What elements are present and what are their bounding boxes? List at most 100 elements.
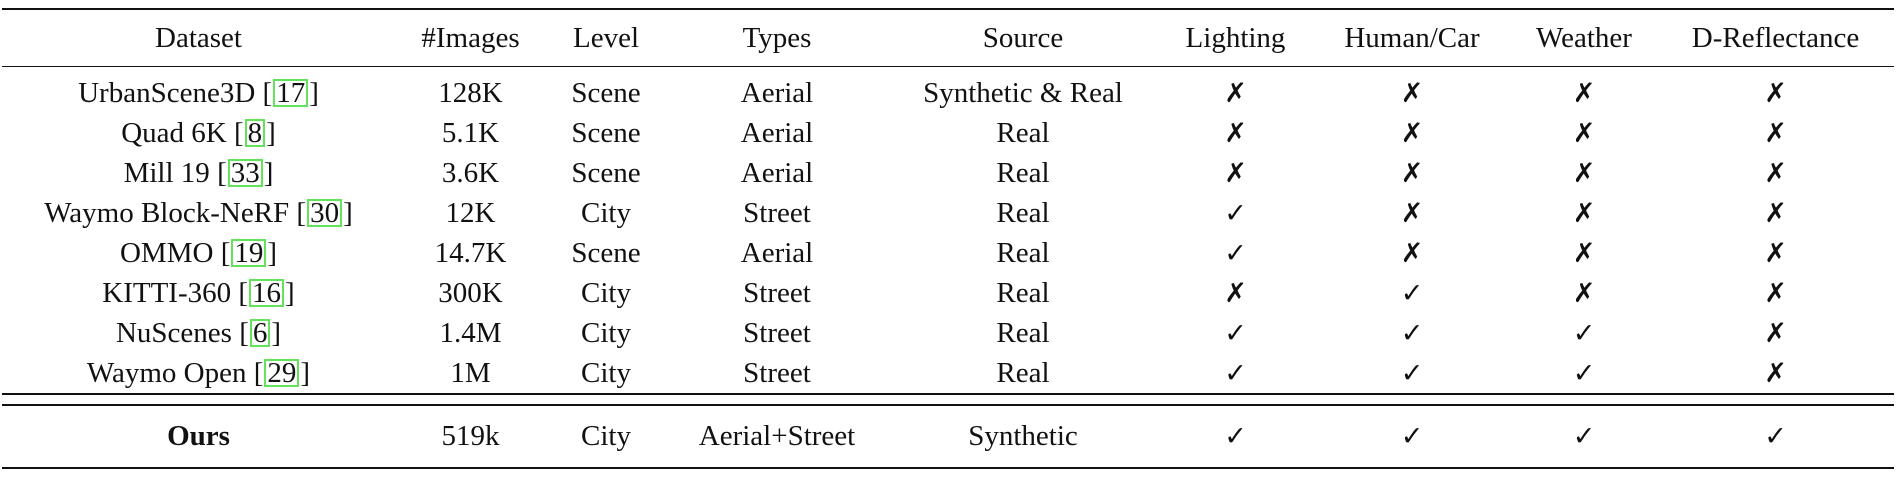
source-cell: Real (996, 236, 1050, 269)
weather-mark: ✓ (1572, 357, 1596, 389)
types-cell: Street (743, 276, 811, 309)
level-cell: City (581, 356, 631, 389)
ours-row: Ours 519k City Aerial+Street Synthetic ✓… (2, 405, 1894, 469)
types-cell: Aerial (740, 116, 814, 149)
header-d-reflectance: D-Reflectance (1657, 8, 1894, 67)
images-cell: 5.1K (441, 116, 500, 149)
images-cell: 14.7K (434, 236, 507, 269)
images-cell: 1.4M (439, 316, 502, 349)
dataset-cell: Waymo Open [29] (86, 356, 311, 389)
source-cell: Synthetic & Real (923, 76, 1123, 109)
ours-reflectance-mark: ✓ (1657, 405, 1894, 469)
source-cell: Real (996, 196, 1050, 229)
lighting-mark: ✗ (1224, 77, 1247, 109)
dataset-cell: KITTI-360 [16] (102, 276, 295, 309)
header-lighting: Lighting (1158, 8, 1313, 67)
types-cell: Street (743, 356, 811, 389)
images-cell: 1M (450, 356, 491, 389)
citation-link[interactable]: 30 (307, 198, 343, 227)
citation-link[interactable]: 8 (244, 118, 266, 147)
header-images: #Images (395, 8, 546, 67)
dataset-name: OMMO (119, 236, 214, 269)
lighting-mark: ✗ (1224, 157, 1247, 189)
header-row: Dataset #Images Level Types Source Light… (2, 8, 1894, 67)
lighting-mark: ✓ (1224, 197, 1247, 229)
reflectance-mark: ✗ (1764, 157, 1787, 189)
source-cell: Real (996, 116, 1050, 149)
table-row: UrbanScene3D [17] 128K Scene Aerial Synt… (2, 67, 1894, 114)
level-cell: City (581, 196, 631, 229)
reflectance-mark: ✗ (1764, 197, 1787, 229)
dataset-cell: Mill 19 [33] (123, 156, 274, 189)
ours-types-cell: Aerial+Street (666, 405, 888, 469)
header-source: Source (888, 8, 1158, 67)
reflectance-mark: ✗ (1764, 237, 1787, 269)
source-cell: Real (996, 356, 1050, 389)
human-car-mark: ✓ (1400, 317, 1424, 349)
types-cell: Street (743, 316, 811, 349)
lighting-mark: ✓ (1224, 237, 1247, 269)
reflectance-mark: ✗ (1764, 357, 1787, 389)
types-cell: Aerial (740, 76, 814, 109)
human-car-mark: ✗ (1400, 77, 1424, 109)
dataset-name: KITTI-360 (102, 276, 232, 309)
table-row: Mill 19 [33] 3.6K Scene Aerial Real ✗ ✗ … (2, 153, 1894, 193)
header-level: Level (546, 8, 666, 67)
citation-link[interactable]: 33 (227, 158, 263, 187)
reflectance-mark: ✗ (1764, 117, 1787, 149)
weather-mark: ✗ (1572, 197, 1596, 229)
ours-lighting-mark: ✓ (1158, 405, 1313, 469)
dataset-name: Mill 19 (123, 156, 210, 189)
dataset-name: Waymo Block-NeRF (44, 196, 290, 229)
level-cell: Scene (571, 156, 641, 189)
level-cell: Scene (571, 76, 641, 109)
dataset-cell: Quad 6K [8] (121, 116, 276, 149)
types-cell: Street (743, 196, 811, 229)
level-cell: City (581, 276, 631, 309)
ours-source-cell: Synthetic (888, 405, 1158, 469)
lighting-mark: ✗ (1224, 117, 1247, 149)
ours-human-car-mark: ✓ (1313, 405, 1511, 469)
table-row: Quad 6K [8] 5.1K Scene Aerial Real ✗ ✗ ✗… (2, 113, 1894, 153)
header-dataset: Dataset (2, 8, 395, 67)
dataset-name: NuScenes (115, 316, 232, 349)
weather-mark: ✗ (1572, 117, 1596, 149)
level-cell: Scene (571, 116, 641, 149)
comparison-table: Dataset #Images Level Types Source Light… (2, 8, 1894, 469)
weather-mark: ✗ (1572, 237, 1596, 269)
dataset-cell: Waymo Block-NeRF [30] (44, 196, 353, 229)
human-car-mark: ✓ (1400, 277, 1424, 309)
human-car-mark: ✗ (1400, 157, 1424, 189)
table-row: KITTI-360 [16] 300K City Street Real ✗ ✓… (2, 273, 1894, 313)
citation-link[interactable]: 16 (249, 278, 285, 307)
dataset-name: Quad 6K (121, 116, 227, 149)
dataset-name: UrbanScene3D (78, 76, 256, 109)
citation-link[interactable]: 6 (249, 318, 271, 347)
ours-dataset-cell: Ours (2, 405, 395, 469)
dataset-cell: NuScenes [6] (115, 316, 282, 349)
images-cell: 128K (438, 76, 503, 109)
level-cell: Scene (571, 236, 641, 269)
reflectance-mark: ✗ (1764, 277, 1787, 309)
images-cell: 3.6K (441, 156, 500, 189)
table-row: OMMO [19] 14.7K Scene Aerial Real ✓ ✗ ✗ … (2, 233, 1894, 273)
images-cell: 12K (445, 196, 496, 229)
table-row: Waymo Block-NeRF [30] 12K City Street Re… (2, 193, 1894, 233)
lighting-mark: ✓ (1224, 317, 1247, 349)
citation-link[interactable]: 29 (264, 358, 300, 387)
weather-mark: ✗ (1572, 157, 1596, 189)
lighting-mark: ✓ (1224, 357, 1247, 389)
ours-weather-mark: ✓ (1511, 405, 1657, 469)
human-car-mark: ✗ (1400, 197, 1424, 229)
level-cell: City (581, 316, 631, 349)
lighting-mark: ✗ (1224, 277, 1247, 309)
ours-level-cell: City (546, 405, 666, 469)
double-rule-separator (2, 393, 1894, 406)
human-car-mark: ✗ (1400, 117, 1424, 149)
table-row: Waymo Open [29] 1M City Street Real ✓ ✓ … (2, 353, 1894, 394)
weather-mark: ✓ (1572, 317, 1596, 349)
citation-link[interactable]: 19 (231, 238, 267, 267)
citation-link[interactable]: 17 (273, 78, 309, 107)
source-cell: Real (996, 316, 1050, 349)
images-cell: 300K (438, 276, 503, 309)
